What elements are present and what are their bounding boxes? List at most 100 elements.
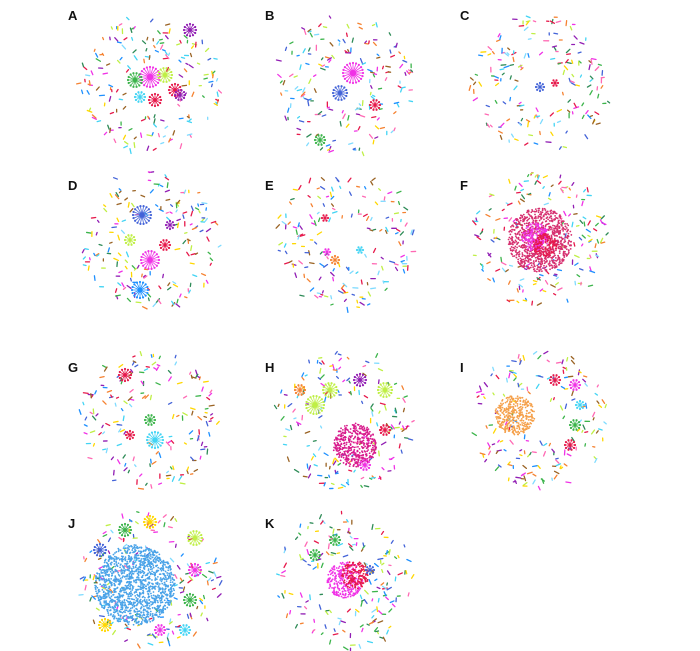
edge	[400, 449, 403, 454]
edge	[210, 220, 217, 224]
node	[522, 427, 525, 430]
node	[320, 143, 323, 146]
edge	[167, 526, 173, 529]
edge	[158, 452, 162, 459]
edge	[275, 59, 282, 62]
node	[335, 385, 338, 389]
node	[511, 243, 514, 246]
node	[528, 246, 531, 248]
node	[314, 135, 318, 139]
edge	[208, 404, 215, 407]
edge	[116, 202, 122, 206]
edge	[194, 252, 199, 255]
edge	[114, 294, 121, 297]
edge	[123, 543, 128, 548]
edge	[183, 189, 187, 195]
edge	[280, 415, 285, 421]
edge	[133, 136, 137, 140]
edge	[153, 114, 156, 119]
node	[168, 79, 171, 82]
edge	[525, 21, 530, 26]
hub-node	[132, 77, 138, 83]
edge	[216, 575, 222, 579]
edge	[189, 223, 193, 226]
node	[148, 433, 151, 436]
node	[569, 247, 572, 250]
edge	[196, 435, 200, 442]
edge	[208, 431, 211, 437]
node	[546, 233, 549, 236]
edge	[332, 139, 337, 142]
node	[533, 265, 536, 268]
edge	[82, 392, 89, 394]
edge	[160, 119, 165, 122]
node	[530, 228, 533, 231]
edge	[281, 220, 287, 226]
node	[503, 416, 506, 419]
node	[567, 232, 570, 235]
edge	[553, 46, 557, 51]
hub-node	[382, 387, 388, 393]
node	[176, 83, 180, 86]
node	[561, 258, 564, 260]
edge	[364, 42, 369, 45]
edge	[372, 139, 375, 145]
node	[356, 437, 359, 440]
edge	[331, 210, 338, 214]
edge	[338, 357, 342, 362]
node	[551, 219, 554, 222]
node	[166, 226, 169, 229]
edge	[378, 450, 380, 457]
edge	[209, 257, 214, 262]
node	[542, 239, 545, 242]
edge	[207, 251, 211, 255]
node	[512, 249, 515, 252]
edge	[370, 287, 377, 290]
edge	[536, 277, 541, 281]
edge	[176, 564, 181, 570]
node	[355, 465, 358, 468]
node	[531, 249, 534, 252]
edge	[597, 93, 600, 99]
node	[568, 239, 570, 242]
node	[165, 248, 168, 251]
node	[564, 222, 566, 225]
edge	[494, 99, 498, 104]
edge	[583, 188, 587, 193]
node	[377, 100, 381, 104]
edge	[393, 263, 399, 266]
edge	[156, 40, 160, 45]
edge	[403, 395, 408, 398]
edge	[497, 439, 500, 443]
hub-node	[543, 243, 547, 247]
node	[548, 378, 552, 382]
node	[553, 252, 556, 255]
node	[542, 237, 545, 239]
node	[164, 563, 166, 566]
node	[557, 231, 560, 234]
node	[510, 396, 513, 399]
edge	[411, 419, 415, 423]
edge	[76, 82, 82, 85]
node	[147, 250, 150, 253]
node	[123, 379, 127, 383]
edge	[157, 30, 161, 35]
edge	[106, 582, 110, 586]
edge	[379, 475, 382, 480]
edge	[121, 219, 127, 222]
node	[332, 449, 335, 452]
edge	[553, 474, 558, 480]
edge	[155, 204, 159, 207]
node	[370, 448, 373, 451]
node	[525, 237, 527, 240]
edge	[531, 465, 538, 468]
hub-node	[350, 70, 356, 76]
edge	[474, 73, 479, 76]
node	[525, 216, 527, 219]
node	[378, 428, 382, 432]
edge	[115, 88, 119, 93]
edge	[298, 260, 303, 265]
edge	[189, 52, 193, 58]
edge	[519, 359, 522, 365]
edge	[593, 228, 598, 232]
